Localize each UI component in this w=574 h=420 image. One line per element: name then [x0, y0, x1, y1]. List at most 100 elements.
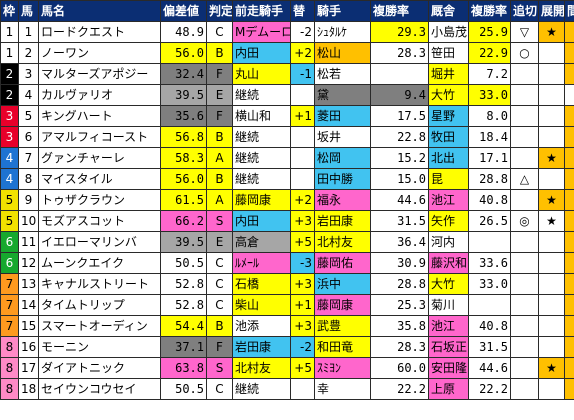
- previous-jockey: 高倉: [232, 231, 291, 253]
- deviation-value: 52.8: [160, 294, 207, 316]
- interval: 16: [564, 378, 574, 400]
- oikiri-mark: ▽: [510, 21, 539, 43]
- waku-cell: 8: [0, 336, 19, 358]
- interval: 8: [564, 168, 574, 190]
- previous-jockey: 内田: [232, 42, 291, 64]
- grade: F: [206, 105, 233, 127]
- interval: 3: [564, 231, 574, 253]
- jockey: 福永: [314, 189, 371, 211]
- interval: 9: [564, 336, 574, 358]
- oikiri-mark: [510, 294, 539, 316]
- jockey-place-rate: 28.3: [370, 336, 429, 358]
- trainer-place-rate: 22.9: [468, 42, 511, 64]
- header-kankaku: 間隔: [564, 0, 574, 22]
- jockey: 菱田: [314, 105, 371, 127]
- waku-cell: 2: [0, 84, 19, 106]
- header-prev-jockey: 前走騎手: [232, 0, 291, 22]
- grade: C: [206, 21, 233, 43]
- grade: C: [206, 378, 233, 400]
- grade: F: [206, 336, 233, 358]
- waku-cell: 3: [0, 126, 19, 148]
- horse-name: キャナルストリート: [38, 273, 161, 295]
- horse-number: 5: [18, 105, 39, 127]
- jockey-place-rate: 44.6: [370, 189, 429, 211]
- jockey: 浜中: [314, 273, 371, 295]
- deviation-value: 54.4: [160, 315, 207, 337]
- trainer: 牧田: [428, 126, 469, 148]
- oikiri-mark: ○: [510, 42, 539, 64]
- jockey-place-rate: [370, 63, 429, 85]
- horse-number: 3: [18, 63, 39, 85]
- jockey-change: +1: [290, 105, 315, 127]
- tenkai-mark: [538, 63, 565, 85]
- horse-number: 17: [18, 357, 39, 379]
- header-jockey: 騎手: [314, 0, 371, 22]
- jockey-change: +1: [290, 294, 315, 316]
- jockey-change: +2: [290, 189, 315, 211]
- oikiri-mark: [510, 273, 539, 295]
- header-trainer-rate: 複勝率: [468, 0, 511, 22]
- horse-name: モズアスコット: [38, 210, 161, 232]
- jockey-change: -2: [290, 21, 315, 43]
- interval: 11: [564, 252, 574, 274]
- jockey-change: +3: [290, 210, 315, 232]
- deviation-value: 58.3: [160, 147, 207, 169]
- jockey-change: [290, 84, 315, 106]
- interval: 6: [564, 210, 574, 232]
- horse-name: グァンチャーレ: [38, 147, 161, 169]
- oikiri-mark: [510, 357, 539, 379]
- interval: 6: [564, 21, 574, 43]
- tenkai-mark: [538, 336, 565, 358]
- previous-jockey: Mデムーロ: [232, 21, 291, 43]
- waku-cell: 7: [0, 273, 19, 295]
- horse-number: 13: [18, 273, 39, 295]
- jockey: 田中勝: [314, 168, 371, 190]
- previous-jockey: 内田: [232, 210, 291, 232]
- horse-name: イエローマリンバ: [38, 231, 161, 253]
- jockey: 幸: [314, 378, 371, 400]
- interval: 16: [564, 84, 574, 106]
- previous-jockey: 継続: [232, 147, 291, 169]
- header-tenkai: 展開: [538, 0, 565, 22]
- jockey-change: +3: [290, 315, 315, 337]
- horse-number: 9: [18, 189, 39, 211]
- trainer: 池江: [428, 315, 469, 337]
- tenkai-mark: [538, 168, 565, 190]
- table-body: 11ロードクエスト48.9CMデムーロ-2ｼｭﾀﾙｹ29.3小島茂25.9▽★6…: [0, 21, 574, 400]
- jockey-change: [290, 126, 315, 148]
- jockey-change: +2: [290, 42, 315, 64]
- jockey-place-rate: 25.3: [370, 294, 429, 316]
- trainer-place-rate: 18.4: [468, 126, 511, 148]
- horse-name: スマートオーディン: [38, 315, 161, 337]
- jockey-change: +3: [290, 273, 315, 295]
- jockey-change: [290, 147, 315, 169]
- trainer-place-rate: 25.9: [468, 21, 511, 43]
- trainer: 星野: [428, 105, 469, 127]
- interval: 5: [564, 273, 574, 295]
- header-trainer: 厩舎: [428, 0, 469, 22]
- deviation-value: 39.5: [160, 231, 207, 253]
- jockey: 黛: [314, 84, 371, 106]
- previous-jockey: 継続: [232, 126, 291, 148]
- trainer: 北出: [428, 147, 469, 169]
- tenkai-mark: [538, 126, 565, 148]
- jockey: 藤岡康: [314, 294, 371, 316]
